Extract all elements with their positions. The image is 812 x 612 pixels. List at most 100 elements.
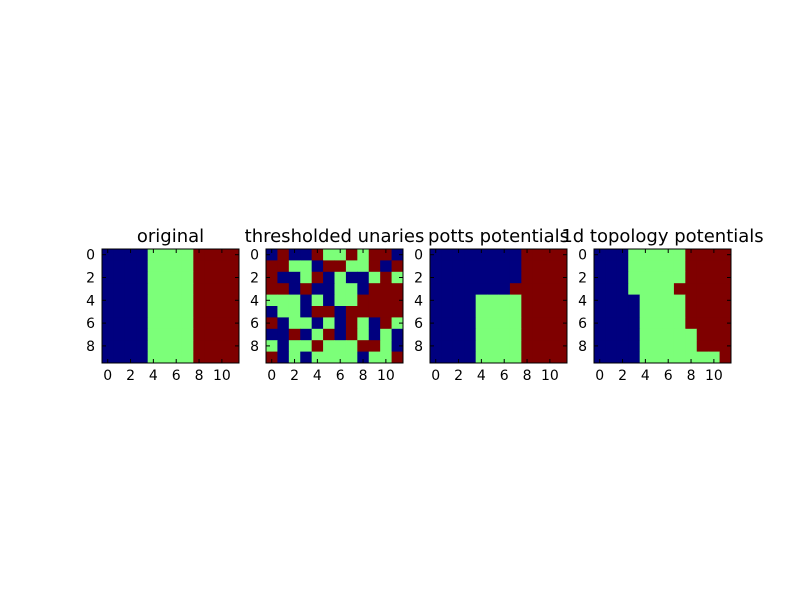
heatmap-cell xyxy=(719,249,732,261)
heatmap-cell xyxy=(345,317,358,330)
heatmap-cell xyxy=(430,283,442,295)
heatmap-cell xyxy=(639,260,652,273)
heatmap-cell xyxy=(594,328,606,341)
heatmap-cell xyxy=(487,328,499,341)
x-tick-label: 6 xyxy=(172,368,181,384)
x-tick-label: 4 xyxy=(641,368,650,384)
heatmap-cell xyxy=(616,317,629,330)
heatmap-cell xyxy=(441,294,454,307)
heatmap-cell xyxy=(430,249,442,261)
heatmap-cell xyxy=(147,249,160,261)
heatmap-cell xyxy=(685,294,698,307)
heatmap-cell xyxy=(357,249,370,261)
heatmap-cell xyxy=(181,283,194,295)
heatmap-cell xyxy=(605,283,618,295)
y-tick-label: 6 xyxy=(250,316,259,332)
heatmap-cell xyxy=(193,306,206,318)
heatmap-cell xyxy=(266,249,278,261)
heatmap-cell xyxy=(124,306,137,318)
heatmap-cell xyxy=(696,328,709,341)
panel-title: potts potentials xyxy=(428,226,569,247)
heatmap-cell xyxy=(102,271,114,284)
heatmap-cell xyxy=(696,340,709,352)
heatmap-cell xyxy=(170,328,183,341)
heatmap-cell xyxy=(345,306,358,318)
heatmap-cell xyxy=(204,351,217,364)
heatmap-cell xyxy=(532,249,545,261)
heatmap-cell xyxy=(532,306,545,318)
heatmap-cell xyxy=(628,317,641,330)
heatmap-cell xyxy=(300,271,313,284)
heatmap-cell xyxy=(639,249,652,261)
heatmap-cell xyxy=(113,340,126,352)
heatmap-cell xyxy=(662,249,675,261)
heatmap-cell xyxy=(685,306,698,318)
heatmap-cell xyxy=(266,317,278,330)
heatmap-cell xyxy=(616,271,629,284)
heatmap-cell xyxy=(136,294,149,307)
heatmap-cell xyxy=(391,328,404,341)
heatmap-cell xyxy=(487,271,499,284)
heatmap-cell xyxy=(708,260,720,273)
heatmap-cell xyxy=(487,283,499,295)
heatmap-cell xyxy=(204,317,217,330)
x-tick-label: 4 xyxy=(313,368,322,384)
y-tick-label: 2 xyxy=(86,271,95,287)
heatmap-cell xyxy=(464,271,477,284)
y-tick-label: 4 xyxy=(250,293,259,309)
heatmap-cell xyxy=(662,340,675,352)
heatmap-cell xyxy=(521,283,534,295)
heatmap-cell xyxy=(380,271,392,284)
heatmap-cell xyxy=(628,306,641,318)
heatmap-cell xyxy=(113,351,126,364)
heatmap-cell xyxy=(345,283,358,295)
heatmap-cell xyxy=(193,340,206,352)
heatmap-cell xyxy=(102,306,114,318)
heatmap-cell xyxy=(266,271,278,284)
heatmap-cell xyxy=(464,351,477,364)
heatmap-cell xyxy=(227,249,240,261)
heatmap-cell xyxy=(555,340,568,352)
heatmap-cell xyxy=(391,317,404,330)
heatmap-cell xyxy=(616,283,629,295)
heatmap-cell xyxy=(300,283,313,295)
heatmap-cell xyxy=(662,294,675,307)
heatmap-cell xyxy=(719,260,732,273)
heatmap-cell xyxy=(113,271,126,284)
heatmap-cell xyxy=(102,340,114,352)
heatmap-cell xyxy=(544,294,556,307)
x-tick-label: 0 xyxy=(431,368,440,384)
heatmap-cell xyxy=(651,294,663,307)
heatmap-cell xyxy=(170,294,183,307)
heatmap-cell xyxy=(170,283,183,295)
heatmap-cell xyxy=(616,351,629,364)
heatmap-cell xyxy=(487,260,499,273)
heatmap-cell xyxy=(227,317,240,330)
y-tick-label: 2 xyxy=(414,271,423,287)
heatmap-cell xyxy=(544,283,556,295)
y-tick-label: 0 xyxy=(250,248,259,264)
heatmap-cell xyxy=(391,294,404,307)
heatmap-cell xyxy=(277,271,290,284)
heatmap-cell xyxy=(345,340,358,352)
heatmap-cell xyxy=(204,283,217,295)
heatmap-cell xyxy=(521,249,534,261)
heatmap-cell xyxy=(555,260,568,273)
heatmap-cell xyxy=(452,283,465,295)
heatmap-cell xyxy=(651,317,663,330)
heatmap-cell xyxy=(594,294,606,307)
heatmap-cell xyxy=(216,271,228,284)
heatmap-cell xyxy=(430,271,442,284)
heatmap-cell xyxy=(487,317,499,330)
heatmap-cell xyxy=(334,294,347,307)
heatmap-cell xyxy=(323,328,335,341)
heatmap-cell xyxy=(708,351,720,364)
heatmap-cell xyxy=(277,306,290,318)
heatmap-cell xyxy=(498,328,511,341)
heatmap-cell xyxy=(696,249,709,261)
heatmap-cell xyxy=(464,328,477,341)
heatmap-cell xyxy=(509,317,522,330)
heatmap-cell xyxy=(334,260,347,273)
heatmap-cell xyxy=(334,283,347,295)
